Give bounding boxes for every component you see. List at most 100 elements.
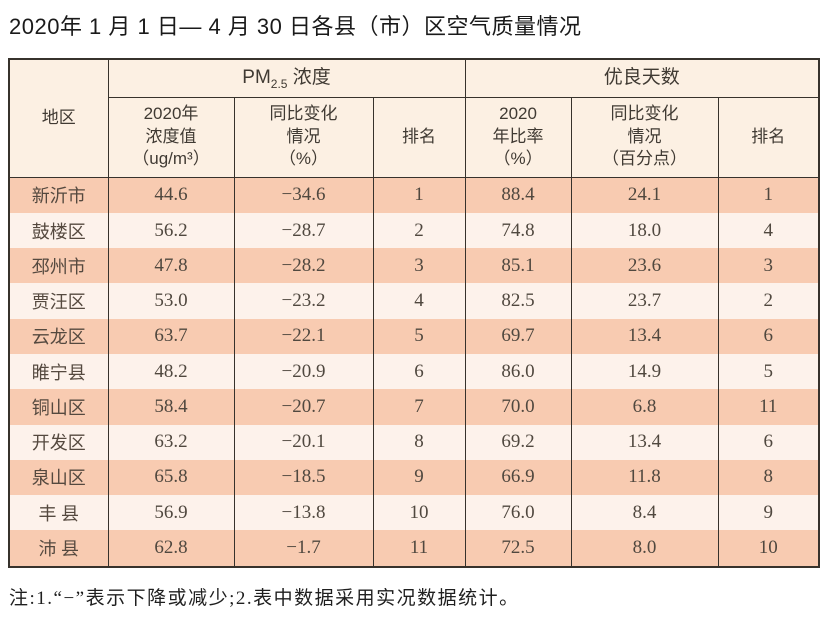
pm-rank-cell: 8 — [372, 424, 466, 460]
table-row: 新沂市 44.6 −34.6 1 88.4 24.1 1 — [8, 177, 820, 213]
col-header-pm-value: 2020年 浓度值 （ug/m³） — [107, 97, 234, 178]
region-cell: 邳州市 — [8, 248, 108, 284]
pm-rank-cell: 11 — [372, 530, 466, 567]
table-row: 泉山区 65.8 −18.5 9 66.9 11.8 8 — [8, 459, 820, 496]
pm-change-cell: −1.7 — [233, 530, 373, 567]
pm-change-cell: −20.7 — [233, 389, 373, 425]
pm-rank-cell: 5 — [372, 318, 466, 354]
col-header-days-rank: 排名 — [717, 97, 820, 178]
pm-change-cell: −18.5 — [233, 459, 373, 496]
header-group-row: 地区 PM2.5 浓度 优良天数 — [8, 59, 820, 178]
pm-rank-cell: 9 — [372, 459, 466, 496]
region-cell: 云龙区 — [8, 318, 108, 354]
pm-label-suffix: 浓度 — [287, 66, 331, 88]
table-row: 丰 县 56.9 −13.8 10 76.0 8.4 9 — [8, 495, 820, 531]
days-rank-cell: 1 — [717, 177, 820, 213]
pm-rank-cell: 10 — [372, 495, 466, 531]
days-rank-cell: 9 — [717, 495, 820, 531]
region-cell: 铜山区 — [8, 389, 108, 425]
pm-value-cell: 56.9 — [107, 495, 234, 531]
pm-rank-cell: 4 — [372, 283, 466, 319]
table-header: 地区 PM2.5 浓度 优良天数 2020年 浓度值 （ug/m³） 同比变化 … — [8, 59, 820, 178]
days-ratio-cell: 74.8 — [464, 212, 572, 249]
pm-rank-cell: 7 — [372, 389, 466, 425]
days-ratio-cell: 66.9 — [464, 459, 572, 496]
pm-rank-cell: 2 — [372, 212, 466, 249]
days-rank-cell: 5 — [717, 354, 820, 390]
days-change-cell: 8.0 — [570, 530, 719, 567]
col-header-pm-rank: 排名 — [372, 97, 466, 178]
pm-change-cell: −13.8 — [233, 495, 373, 531]
col-header-days-ratio: 2020 年比率 （%） — [464, 97, 572, 178]
days-rank-cell: 3 — [717, 248, 820, 284]
region-cell: 开发区 — [8, 424, 108, 460]
days-rank-cell: 6 — [717, 318, 820, 354]
days-rank-cell: 2 — [717, 283, 820, 319]
days-change-cell: 18.0 — [570, 212, 719, 249]
days-change-cell: 6.8 — [570, 389, 719, 425]
table-row: 贾汪区 53.0 −23.2 4 82.5 23.7 2 — [8, 283, 820, 319]
region-cell: 泉山区 — [8, 459, 108, 496]
days-rank-cell: 10 — [717, 530, 820, 567]
days-ratio-cell: 72.5 — [464, 530, 572, 567]
table-body: 新沂市 44.6 −34.6 1 88.4 24.1 1 鼓楼区 56.2 −2… — [8, 177, 820, 567]
days-change-cell: 13.4 — [570, 424, 719, 460]
table-row: 邳州市 47.8 −28.2 3 85.1 23.6 3 — [8, 248, 820, 284]
pm-rank-cell: 6 — [372, 354, 466, 390]
region-cell: 丰 县 — [8, 495, 108, 531]
pm-value-cell: 65.8 — [107, 459, 234, 496]
days-ratio-cell: 88.4 — [464, 177, 572, 213]
pm-change-cell: −28.2 — [233, 248, 373, 284]
days-rank-cell: 6 — [717, 424, 820, 460]
pm-change-cell: −34.6 — [233, 177, 373, 213]
days-change-cell: 23.7 — [570, 283, 719, 319]
table-row: 开发区 63.2 −20.1 8 69.2 13.4 6 — [8, 424, 820, 460]
days-change-cell: 11.8 — [570, 459, 719, 496]
pm-value-cell: 48.2 — [107, 354, 234, 390]
pm-change-cell: −28.7 — [233, 212, 373, 249]
pm-rank-cell: 3 — [372, 248, 466, 284]
col-group-pm25: PM2.5 浓度 — [107, 59, 466, 98]
air-quality-table: 地区 PM2.5 浓度 优良天数 2020年 浓度值 （ug/m³） 同比变化 … — [8, 58, 821, 568]
days-ratio-cell: 82.5 — [464, 283, 572, 319]
days-ratio-cell: 86.0 — [464, 354, 572, 390]
pm-rank-cell: 1 — [372, 177, 466, 213]
pm-value-cell: 56.2 — [107, 212, 234, 249]
footnote: 注:1.“−”表示下降或减少;2.表中数据采用实况数据统计。 — [9, 588, 520, 609]
days-ratio-cell: 85.1 — [464, 248, 572, 284]
col-header-pm-change: 同比变化 情况 （%） — [233, 97, 373, 178]
region-cell: 沛 县 — [8, 530, 108, 567]
days-change-cell: 8.4 — [570, 495, 719, 531]
table-row: 沛 县 62.8 −1.7 11 72.5 8.0 10 — [8, 530, 820, 567]
col-header-days-change: 同比变化 情况 （百分点） — [570, 97, 719, 178]
table-row: 鼓楼区 56.2 −28.7 2 74.8 18.0 4 — [8, 212, 820, 249]
days-change-cell: 13.4 — [570, 318, 719, 354]
days-ratio-cell: 76.0 — [464, 495, 572, 531]
table-row: 睢宁县 48.2 −20.9 6 86.0 14.9 5 — [8, 354, 820, 390]
pm-change-cell: −20.1 — [233, 424, 373, 460]
pm-label-subscript: 2.5 — [270, 76, 288, 91]
days-change-cell: 23.6 — [570, 248, 719, 284]
table-row: 铜山区 58.4 −20.7 7 70.0 6.8 11 — [8, 389, 820, 425]
days-rank-cell: 4 — [717, 212, 820, 249]
pm-value-cell: 53.0 — [107, 283, 234, 319]
region-cell: 贾汪区 — [8, 283, 108, 319]
pm-value-cell: 47.8 — [107, 248, 234, 284]
table-row: 云龙区 63.7 −22.1 5 69.7 13.4 6 — [8, 318, 820, 354]
days-rank-cell: 11 — [717, 389, 820, 425]
col-header-region: 地区 — [8, 59, 108, 178]
pm-value-cell: 44.6 — [107, 177, 234, 213]
pm-change-cell: −22.1 — [233, 318, 373, 354]
header-sub-row: 2020年 浓度值 （ug/m³） 同比变化 情况 （%） 排名 2020 年比… — [9, 97, 820, 178]
pm-change-cell: −20.9 — [233, 354, 373, 390]
pm-change-cell: −23.2 — [233, 283, 373, 319]
pm-value-cell: 63.7 — [107, 318, 234, 354]
pm-value-cell: 58.4 — [107, 389, 234, 425]
pm-value-cell: 62.8 — [107, 530, 234, 567]
days-ratio-cell: 69.7 — [464, 318, 572, 354]
col-group-good-days: 优良天数 — [464, 59, 820, 98]
region-cell: 新沂市 — [8, 177, 108, 213]
pm-value-cell: 63.2 — [107, 424, 234, 460]
days-change-cell: 24.1 — [570, 177, 719, 213]
